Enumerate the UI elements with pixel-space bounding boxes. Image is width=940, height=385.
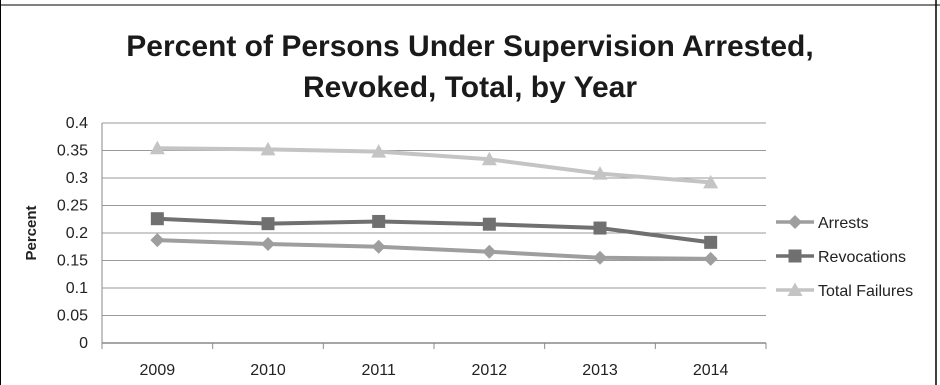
legend-item: Arrests (776, 215, 869, 232)
y-tick-label: 0.15 (57, 253, 88, 270)
data-point (703, 251, 718, 266)
x-tick-label: 2012 (472, 362, 508, 379)
data-point (371, 239, 386, 254)
data-point (482, 244, 497, 259)
y-tick-label: 0.05 (57, 308, 88, 325)
y-tick-label: 0.3 (66, 170, 88, 187)
legend: Arrests Revocations Total Failures (776, 215, 913, 300)
legend-label: Revocations (818, 249, 906, 266)
y-axis-ticks: 0 0.05 0.1 0.15 0.2 0.25 0.3 0.35 0.4 (57, 115, 88, 352)
data-point (593, 250, 607, 265)
data-point (149, 140, 165, 155)
data-point (704, 235, 718, 249)
data-point (481, 151, 497, 166)
series-line (157, 146, 711, 185)
data-point (703, 174, 719, 189)
chart-title-line-2: Revoked, Total, by Year (303, 71, 637, 104)
legend-label: Total Failures (818, 283, 913, 300)
y-tick-label: 0.1 (66, 280, 88, 297)
legend-marker (788, 249, 802, 263)
data-point (372, 214, 386, 228)
y-tick-label: 0.25 (57, 198, 88, 215)
x-tick-label: 2011 (361, 362, 396, 379)
legend-item: Revocations (776, 249, 906, 266)
data-point (482, 217, 496, 231)
x-tick-label: 2009 (140, 362, 176, 379)
legend-marker (787, 282, 803, 296)
y-tick-label: 0.4 (66, 115, 88, 132)
data-point (261, 217, 275, 231)
data-point (150, 212, 164, 226)
x-tick-label: 2014 (693, 362, 729, 379)
series-line (157, 238, 711, 261)
legend-item: Total Failures (776, 282, 913, 300)
y-tick-label: 0.35 (57, 143, 88, 160)
data-point (261, 237, 275, 251)
data-point (592, 166, 608, 180)
chart-title-line-1: Percent of Persons Under Supervision Arr… (126, 30, 813, 63)
y-axis-label: Percent (23, 205, 40, 260)
data-point (260, 141, 276, 156)
data-point (150, 233, 165, 248)
data-point (593, 221, 607, 235)
legend-marker (788, 215, 802, 229)
series-total-failures (149, 140, 719, 189)
data-point (371, 144, 387, 158)
series-lines (149, 140, 719, 266)
legend-label: Arrests (818, 215, 869, 232)
x-tick-label: 2010 (250, 362, 286, 379)
series-line (157, 216, 711, 245)
x-tick-label: 2013 (582, 362, 618, 379)
series-arrests (150, 233, 718, 266)
y-tick-label: 0.2 (66, 225, 88, 242)
x-axis-ticks: 2009 2010 2011 2012 2013 2014 (101, 343, 767, 379)
y-tick-label: 0 (79, 335, 88, 352)
series-revocations (150, 212, 718, 249)
